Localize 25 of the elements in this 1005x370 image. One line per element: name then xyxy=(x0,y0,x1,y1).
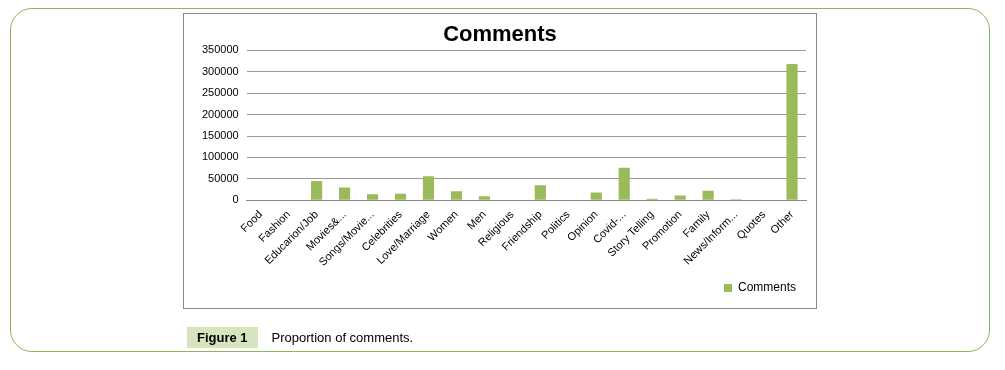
y-tick-label: 200000 xyxy=(201,107,239,120)
y-tick-label: 150000 xyxy=(201,129,239,142)
bar xyxy=(478,196,490,200)
bar xyxy=(394,193,407,200)
bar xyxy=(534,185,546,200)
bar xyxy=(422,176,435,200)
bar xyxy=(674,195,686,200)
y-tick-label: 300000 xyxy=(201,64,239,77)
text: Proportion of comments. xyxy=(271,330,414,345)
bar xyxy=(590,192,602,200)
y-tick-label: 50000 xyxy=(208,171,239,184)
y-tick-label: 350000 xyxy=(201,43,239,56)
y-tick-label: 100000 xyxy=(201,150,239,163)
bar xyxy=(618,167,630,200)
bar xyxy=(450,191,463,200)
y-tick-label: 250000 xyxy=(201,86,239,99)
caption: Figure 1 xyxy=(187,327,258,348)
bar xyxy=(366,194,379,200)
chart-title: Comments xyxy=(443,21,557,47)
bar xyxy=(311,180,323,200)
y-tick-label: 0 xyxy=(232,193,239,206)
bar xyxy=(786,64,798,200)
bar xyxy=(702,190,714,200)
legend-label: Comments xyxy=(737,280,796,295)
bar xyxy=(338,187,351,200)
